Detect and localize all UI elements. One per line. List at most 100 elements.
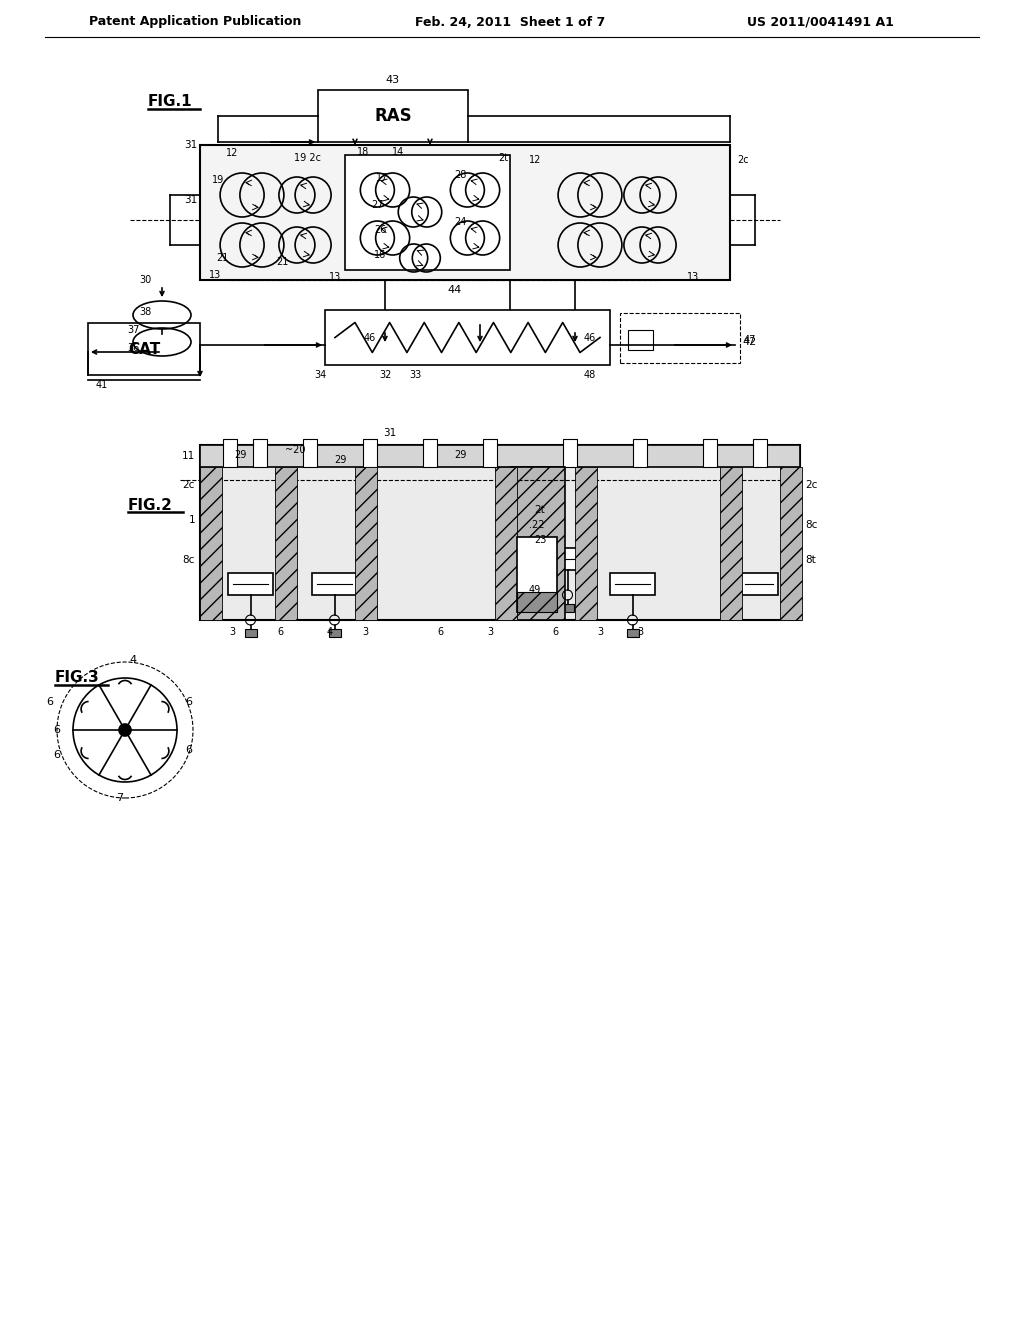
Text: 7: 7 (117, 793, 124, 803)
Bar (355, 467, 377, 620)
Text: 30: 30 (139, 275, 152, 285)
Text: 4: 4 (327, 627, 333, 638)
Text: 36: 36 (128, 343, 140, 352)
Text: 49: 49 (528, 585, 541, 595)
Text: 21: 21 (275, 257, 288, 267)
Text: 48: 48 (584, 370, 596, 380)
Bar (620, 313, 740, 363)
Text: 32: 32 (379, 370, 391, 380)
Text: 12: 12 (226, 148, 239, 158)
Bar (575, 467, 597, 620)
Bar (545, 548, 590, 570)
Text: 29: 29 (233, 450, 246, 459)
Bar (517, 591, 557, 612)
Text: 31: 31 (183, 195, 197, 205)
Text: 23: 23 (534, 535, 546, 545)
Bar (753, 440, 767, 467)
Text: 4: 4 (129, 655, 136, 665)
Text: 37: 37 (128, 325, 140, 335)
Text: 44: 44 (447, 285, 462, 294)
Bar (275, 467, 297, 620)
Bar (510, 467, 565, 620)
Bar (200, 145, 730, 280)
Text: 2c: 2c (182, 480, 195, 490)
Text: CAT: CAT (128, 342, 160, 356)
Text: 6: 6 (552, 627, 558, 638)
Text: 2c: 2c (737, 154, 749, 165)
Text: US 2011/0041491 A1: US 2011/0041491 A1 (746, 16, 893, 29)
Text: FIG.3: FIG.3 (55, 671, 99, 685)
Text: 26: 26 (374, 224, 386, 235)
Bar (563, 440, 577, 467)
Text: 29: 29 (334, 455, 346, 465)
Text: FIG.1: FIG.1 (148, 95, 193, 110)
Bar (88, 323, 200, 375)
Text: 42: 42 (742, 337, 757, 347)
Text: 3: 3 (637, 627, 643, 638)
Text: 6: 6 (53, 750, 60, 760)
Text: 17: 17 (376, 173, 388, 183)
Bar (318, 90, 468, 143)
Bar (329, 630, 341, 638)
Text: 11: 11 (181, 451, 195, 461)
Text: 41: 41 (96, 380, 109, 389)
Text: 2t: 2t (498, 153, 508, 162)
Bar (228, 573, 273, 595)
Text: 14: 14 (392, 147, 404, 157)
Text: 27: 27 (372, 201, 384, 210)
Text: 19 2c: 19 2c (295, 153, 322, 162)
Text: 24: 24 (454, 216, 466, 227)
Bar (200, 445, 800, 467)
Text: 46: 46 (364, 333, 376, 343)
Text: 19: 19 (212, 176, 224, 185)
Text: 3: 3 (361, 627, 368, 638)
Text: 12: 12 (528, 154, 542, 165)
Text: 6: 6 (437, 627, 443, 638)
Bar (495, 467, 517, 620)
Bar (312, 573, 357, 595)
Text: 28: 28 (454, 170, 466, 180)
Circle shape (119, 723, 131, 737)
Text: 38: 38 (139, 308, 152, 317)
Text: 31: 31 (183, 140, 197, 150)
Text: 2c: 2c (805, 480, 817, 490)
Bar (345, 154, 510, 271)
Text: 46: 46 (584, 333, 596, 343)
Bar (703, 440, 717, 467)
Text: 6: 6 (276, 627, 283, 638)
Bar (362, 440, 377, 467)
Text: 13: 13 (209, 271, 221, 280)
Bar (303, 440, 317, 467)
Bar (245, 630, 256, 638)
Bar (253, 440, 267, 467)
Text: 6: 6 (185, 744, 193, 755)
Text: 8c: 8c (805, 520, 817, 531)
Text: 29: 29 (454, 450, 466, 459)
Text: 16: 16 (374, 249, 386, 260)
Bar (627, 630, 639, 638)
Text: 43: 43 (386, 75, 400, 84)
Text: 13: 13 (329, 272, 341, 282)
Bar (325, 310, 610, 366)
Bar (517, 537, 557, 612)
Text: FIG.2: FIG.2 (128, 498, 173, 512)
Text: 31: 31 (383, 428, 396, 438)
Text: ~20: ~20 (285, 445, 305, 455)
Text: 8t: 8t (805, 554, 816, 565)
Bar (780, 467, 802, 620)
Bar (200, 467, 222, 620)
Text: .22: .22 (529, 520, 545, 531)
Text: 34: 34 (314, 370, 326, 380)
Text: 6: 6 (185, 697, 193, 708)
Bar (200, 445, 800, 620)
Bar (423, 440, 437, 467)
Text: 47: 47 (743, 335, 756, 345)
Text: 33: 33 (409, 370, 421, 380)
Text: 3: 3 (229, 627, 236, 638)
Text: 6: 6 (46, 697, 53, 708)
Text: 18: 18 (357, 147, 369, 157)
Text: 21: 21 (216, 253, 228, 263)
Text: Patent Application Publication: Patent Application Publication (89, 16, 301, 29)
Bar (223, 440, 237, 467)
Bar (561, 605, 573, 612)
